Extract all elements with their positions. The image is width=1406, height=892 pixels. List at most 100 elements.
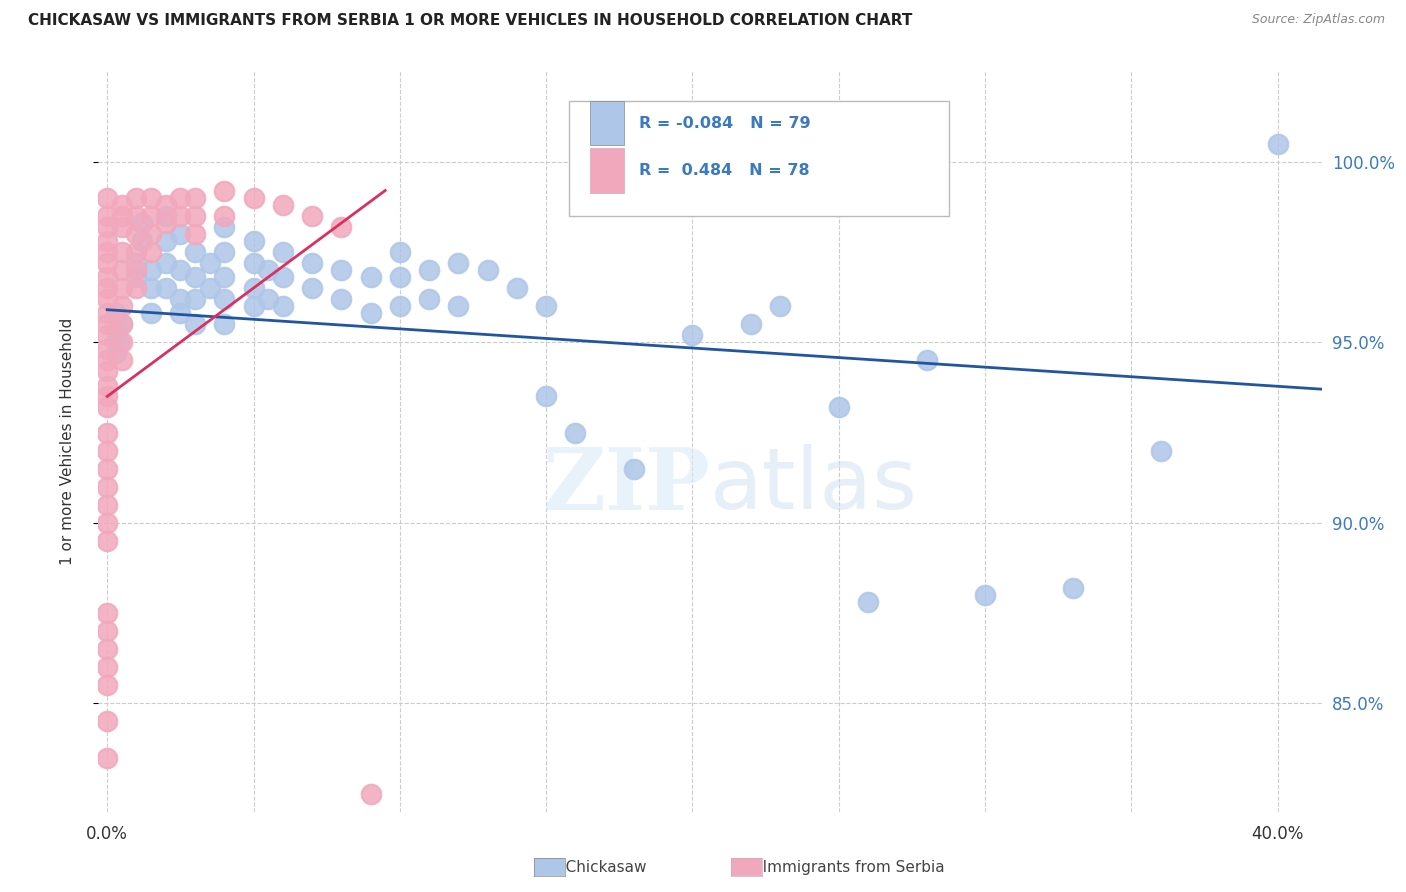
Text: CHICKASAW VS IMMIGRANTS FROM SERBIA 1 OR MORE VEHICLES IN HOUSEHOLD CORRELATION : CHICKASAW VS IMMIGRANTS FROM SERBIA 1 OR…: [28, 13, 912, 29]
Point: [418, 263, 440, 277]
Point: [96, 533, 118, 548]
Point: [111, 244, 134, 259]
Point: [125, 209, 148, 223]
Point: [301, 256, 323, 270]
Point: [388, 244, 411, 259]
Point: [96, 209, 118, 223]
Point: [212, 209, 235, 223]
Point: [623, 461, 645, 475]
Point: [111, 209, 134, 223]
Point: [125, 227, 148, 241]
Point: [212, 244, 235, 259]
Point: [184, 270, 207, 285]
Point: [139, 281, 162, 295]
Point: [828, 401, 851, 415]
Point: [169, 209, 191, 223]
Point: [301, 281, 323, 295]
Point: [212, 184, 235, 198]
Point: [1267, 136, 1289, 151]
Point: [111, 317, 134, 331]
Point: [96, 270, 118, 285]
Point: [125, 270, 148, 285]
Text: Immigrants from Serbia: Immigrants from Serbia: [748, 860, 945, 874]
Point: [139, 227, 162, 241]
Point: [184, 227, 207, 241]
Point: [740, 317, 762, 331]
Point: [96, 389, 118, 403]
Point: [506, 281, 529, 295]
Y-axis label: 1 or more Vehicles in Household: 1 or more Vehicles in Household: [60, 318, 75, 566]
Point: [111, 219, 134, 234]
Point: [125, 263, 148, 277]
Point: [125, 191, 148, 205]
Point: [184, 191, 207, 205]
Point: [388, 299, 411, 313]
Point: [388, 270, 411, 285]
Point: [111, 299, 134, 313]
FancyBboxPatch shape: [591, 148, 624, 193]
Point: [96, 256, 118, 270]
Point: [184, 209, 207, 223]
Point: [96, 498, 118, 512]
Point: [242, 191, 264, 205]
Text: atlas: atlas: [710, 444, 918, 527]
Point: [242, 281, 264, 295]
Point: [96, 281, 118, 295]
Point: [104, 306, 127, 320]
Point: [330, 292, 353, 306]
Point: [108, 335, 131, 350]
Point: [169, 306, 191, 320]
Point: [1062, 581, 1084, 595]
Point: [769, 299, 792, 313]
Point: [271, 244, 294, 259]
Point: [96, 425, 118, 440]
Text: R = -0.084   N = 79: R = -0.084 N = 79: [640, 116, 811, 131]
Point: [96, 678, 118, 692]
Point: [96, 642, 118, 657]
Point: [271, 299, 294, 313]
Point: [111, 198, 134, 212]
Point: [242, 234, 264, 248]
Point: [96, 624, 118, 639]
Point: [96, 353, 118, 368]
Point: [418, 292, 440, 306]
Point: [301, 209, 323, 223]
Point: [96, 306, 118, 320]
Point: [111, 281, 134, 295]
Point: [856, 595, 879, 609]
Text: R =  0.484   N = 78: R = 0.484 N = 78: [640, 163, 810, 178]
Point: [125, 244, 148, 259]
Point: [257, 292, 280, 306]
Point: [111, 353, 134, 368]
Point: [564, 425, 586, 440]
Point: [184, 317, 207, 331]
Point: [96, 401, 118, 415]
Point: [1150, 443, 1173, 458]
Point: [104, 346, 127, 360]
Point: [111, 263, 134, 277]
Text: ZIP: ZIP: [543, 444, 710, 528]
Point: [139, 306, 162, 320]
Point: [111, 335, 134, 350]
Point: [184, 292, 207, 306]
Point: [155, 216, 177, 230]
Point: [169, 227, 191, 241]
Point: [125, 256, 148, 270]
Point: [360, 270, 382, 285]
Point: [155, 256, 177, 270]
Point: [212, 292, 235, 306]
Point: [242, 299, 264, 313]
Point: [271, 198, 294, 212]
Point: [96, 443, 118, 458]
Point: [198, 281, 221, 295]
Point: [131, 234, 153, 248]
Point: [96, 219, 118, 234]
Point: [131, 216, 153, 230]
Point: [212, 317, 235, 331]
Point: [534, 299, 557, 313]
Point: [169, 263, 191, 277]
Point: [330, 219, 353, 234]
Point: [974, 588, 997, 602]
Point: [96, 660, 118, 674]
Point: [271, 270, 294, 285]
